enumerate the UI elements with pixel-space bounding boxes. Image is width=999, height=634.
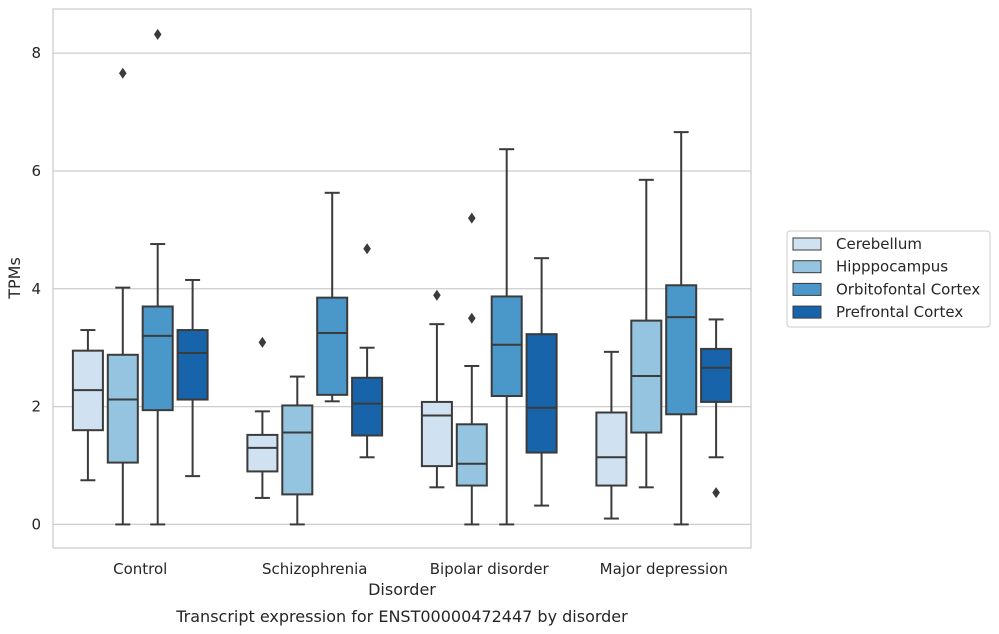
legend-label: Prefrontal Cortex bbox=[836, 303, 963, 321]
chart-caption: Transcript expression for ENST0000047244… bbox=[175, 607, 628, 626]
box-hipppocampus bbox=[630, 178, 663, 489]
x-tick-label: Bipolar disorder bbox=[430, 560, 550, 578]
box-hipppocampus bbox=[106, 67, 139, 526]
box-iqr bbox=[316, 296, 349, 396]
box-iqr bbox=[141, 305, 174, 412]
outlier-point bbox=[153, 28, 162, 40]
box-prefrontal-cortex bbox=[176, 278, 209, 478]
legend-label: Hipppocampus bbox=[836, 258, 948, 276]
outlier-point bbox=[433, 289, 441, 301]
outlier-point bbox=[258, 336, 267, 348]
box-hipppocampus bbox=[455, 212, 488, 526]
box-orbitofontal-cortex bbox=[141, 28, 174, 526]
box-iqr bbox=[595, 411, 628, 487]
x-tick-label: Control bbox=[113, 560, 167, 578]
outlier-point bbox=[363, 243, 371, 255]
box-series bbox=[71, 28, 733, 526]
y-axis-ticks: 0 2 4 6 8 bbox=[31, 44, 41, 533]
box-iqr bbox=[490, 295, 523, 398]
box-cerebellum bbox=[420, 289, 453, 489]
box-orbitofontal-cortex bbox=[665, 131, 698, 526]
box-iqr bbox=[351, 376, 384, 437]
legend: Cerebellum Hipppocampus Orbitofontal Corte… bbox=[786, 230, 991, 328]
x-axis-ticks: Control Schizophrenia Bipolar disorder Majo… bbox=[113, 560, 728, 578]
box-iqr bbox=[281, 404, 314, 496]
box-cerebellum bbox=[246, 336, 279, 499]
y-tick-label: 8 bbox=[31, 44, 41, 62]
legend-label: Orbitofontal Cortex bbox=[836, 280, 980, 298]
box-cerebellum bbox=[595, 350, 628, 520]
box-orbitofontal-cortex bbox=[490, 148, 523, 526]
box-hipppocampus bbox=[281, 375, 314, 526]
box-iqr bbox=[455, 423, 488, 487]
box-cerebellum bbox=[71, 329, 104, 482]
outlier-point bbox=[468, 212, 476, 224]
legend-frame bbox=[786, 230, 991, 328]
y-tick-label: 6 bbox=[31, 162, 41, 180]
box-iqr bbox=[665, 284, 698, 416]
plot-frame bbox=[52, 8, 752, 549]
y-tick-label: 2 bbox=[31, 398, 41, 416]
legend-swatch bbox=[792, 260, 822, 274]
y-tick-label: 4 bbox=[31, 280, 41, 298]
box-prefrontal-cortex bbox=[700, 318, 733, 499]
legend-swatch bbox=[792, 237, 822, 251]
box-iqr bbox=[420, 400, 453, 468]
box-orbitofontal-cortex bbox=[316, 191, 349, 403]
y-tick-label: 0 bbox=[31, 515, 41, 533]
y-axis-title: TPMs bbox=[5, 257, 24, 300]
box-iqr bbox=[700, 347, 733, 403]
box-iqr bbox=[176, 329, 209, 401]
x-axis-title: Disorder bbox=[368, 580, 436, 599]
outlier-point bbox=[119, 67, 127, 79]
outlier-point bbox=[468, 312, 476, 324]
box-prefrontal-cortex bbox=[525, 257, 558, 507]
legend-swatch bbox=[792, 282, 822, 296]
x-tick-label: Major depression bbox=[600, 560, 728, 578]
box-iqr bbox=[525, 333, 558, 454]
box-iqr bbox=[106, 353, 139, 464]
box-iqr bbox=[246, 433, 279, 473]
outlier-point bbox=[712, 487, 720, 499]
box-prefrontal-cortex bbox=[351, 243, 384, 459]
legend-swatch bbox=[792, 305, 822, 319]
x-tick-label: Schizophrenia bbox=[262, 560, 367, 578]
legend-label: Cerebellum bbox=[836, 235, 922, 253]
